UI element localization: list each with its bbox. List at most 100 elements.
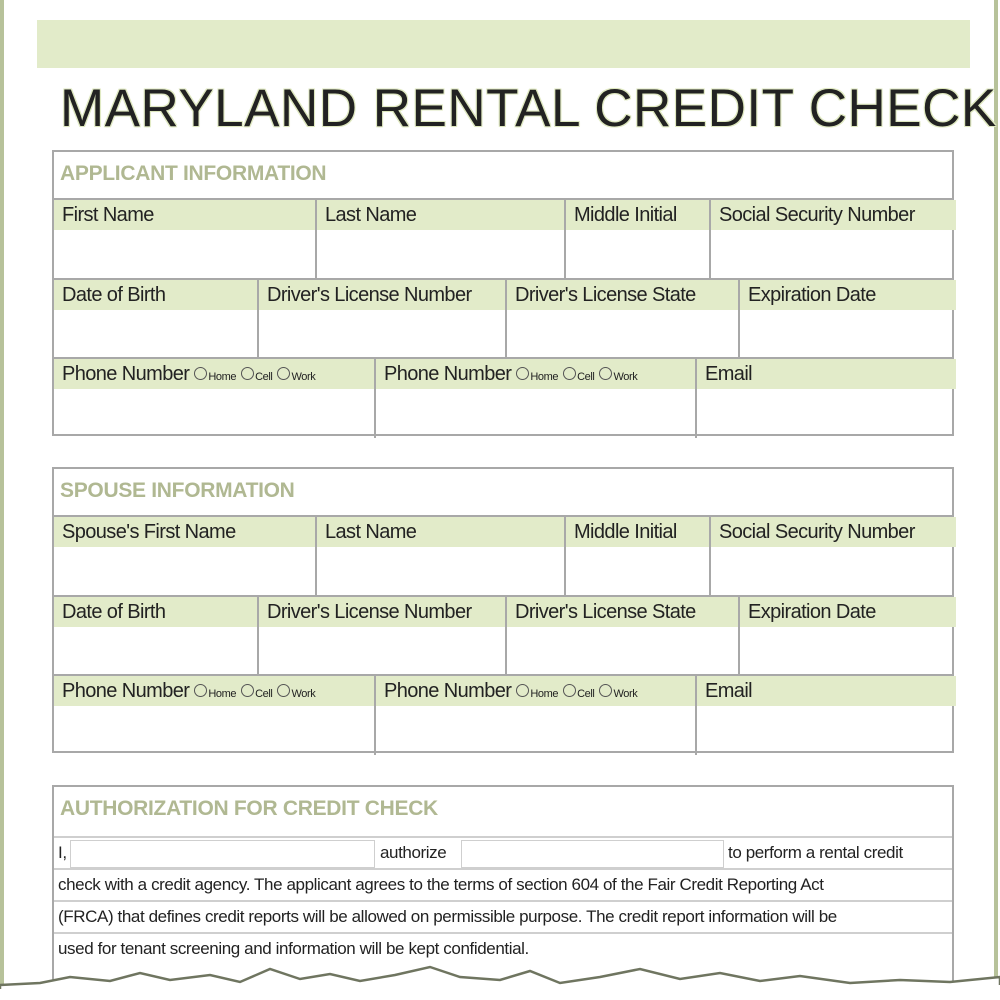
field-input[interactable] [566, 230, 709, 278]
field-input[interactable] [697, 389, 956, 438]
radio-label: Home [530, 688, 559, 700]
field-label-text: Expiration Date [748, 601, 876, 623]
form-field: Phone Number Home Cell Work [54, 676, 374, 755]
radio-work[interactable] [277, 367, 291, 380]
field-label-text: Expiration Date [748, 284, 876, 306]
radio-label: Work [613, 688, 638, 700]
field-input[interactable] [317, 230, 564, 278]
field-input[interactable] [711, 230, 956, 278]
field-input[interactable] [54, 310, 257, 357]
page-edge-left [0, 0, 4, 1000]
field-label-text: Phone Number [62, 363, 190, 385]
field-input[interactable] [259, 310, 505, 357]
radio-label: Work [613, 371, 638, 383]
auth-middle: authorize [380, 843, 447, 862]
form-row: Phone Number Home Cell Work Phone Number Home… [54, 674, 956, 755]
field-input[interactable] [507, 627, 738, 674]
form-field: First Name [54, 200, 315, 278]
radio-label: Work [291, 688, 316, 700]
field-label: Date of Birth [54, 280, 257, 310]
form-row: Spouse's First Name Last Name Middle Initi… [54, 515, 956, 595]
form-field: Middle Initial [564, 517, 709, 595]
radio-home[interactable] [194, 367, 208, 380]
form-field: Date of Birth [54, 280, 257, 357]
auth-text-line: check with a credit agency. The applican… [54, 868, 952, 900]
field-input[interactable] [54, 627, 257, 674]
page-title: MARYLAND RENTAL CREDIT CHECK [60, 79, 997, 138]
radio-label: Cell [577, 688, 595, 700]
field-input[interactable] [566, 547, 709, 595]
auth-prefix: I, [58, 843, 67, 862]
field-input[interactable] [54, 706, 374, 755]
radio-label: Cell [255, 371, 273, 383]
form-field: Email [695, 676, 956, 755]
page-edge-right [994, 0, 998, 1000]
field-label-text: Date of Birth [62, 601, 166, 623]
radio-cell[interactable] [241, 367, 255, 380]
radio-label: Home [208, 371, 237, 383]
field-input[interactable] [740, 627, 956, 674]
field-input[interactable] [317, 547, 564, 595]
authorization-section: AUTHORIZATION FOR CREDIT CHECK I, author… [52, 785, 954, 985]
form-field: Driver's License Number [257, 597, 505, 674]
field-input[interactable] [376, 706, 695, 755]
auth-suffix: to perform a rental credit [728, 843, 903, 862]
torn-paper-edge [0, 965, 1000, 1000]
field-label-text: Driver's License State [515, 284, 696, 306]
field-input[interactable] [740, 310, 956, 357]
field-input[interactable] [54, 547, 315, 595]
field-label: Middle Initial [566, 517, 709, 547]
field-label: Spouse's First Name [54, 517, 315, 547]
form-row: Phone Number Home Cell Work Phone Number Home… [54, 357, 956, 438]
field-label-text: Social Security Number [719, 204, 915, 226]
form-field: Phone Number Home Cell Work [374, 359, 695, 438]
field-input[interactable] [54, 389, 374, 438]
radio-label: Home [530, 371, 559, 383]
form-field: Spouse's First Name [54, 517, 315, 595]
agency-name-input[interactable] [461, 840, 724, 868]
radio-home[interactable] [516, 367, 530, 380]
applicant-information-section: APPLICANT INFORMATION First Name Last Nam… [52, 150, 956, 438]
field-label: Phone Number Home Cell Work [54, 359, 374, 389]
applicant-name-input[interactable] [70, 840, 375, 868]
form-field: Middle Initial [564, 200, 709, 278]
field-label-text: Driver's License Number [267, 284, 472, 306]
field-label: Expiration Date [740, 280, 956, 310]
field-input[interactable] [259, 627, 505, 674]
form-row: Date of Birth Driver's License Number Driv… [54, 595, 956, 674]
radio-work[interactable] [599, 684, 613, 697]
radio-cell[interactable] [563, 684, 577, 697]
auth-text-line: (FRCA) that defines credit reports will … [54, 900, 952, 932]
field-label: Driver's License State [507, 597, 738, 627]
field-label: Date of Birth [54, 597, 257, 627]
field-input[interactable] [697, 706, 956, 755]
radio-home[interactable] [194, 684, 208, 697]
form-field: Social Security Number [709, 517, 956, 595]
field-input[interactable] [54, 230, 315, 278]
radio-work[interactable] [277, 684, 291, 697]
field-label-text: Social Security Number [719, 521, 915, 543]
form-field: Phone Number Home Cell Work [54, 359, 374, 438]
field-label-text: Middle Initial [574, 521, 677, 543]
radio-home[interactable] [516, 684, 530, 697]
field-label-text: First Name [62, 204, 154, 226]
form-field: Driver's License State [505, 280, 738, 357]
radio-cell[interactable] [241, 684, 255, 697]
field-label: Driver's License Number [259, 280, 505, 310]
radio-cell[interactable] [563, 367, 577, 380]
radio-label: Work [291, 371, 316, 383]
field-label: Driver's License Number [259, 597, 505, 627]
form-field: Phone Number Home Cell Work [374, 676, 695, 755]
field-label: Phone Number Home Cell Work [54, 676, 374, 706]
radio-label: Home [208, 688, 237, 700]
field-label-text: Driver's License State [515, 601, 696, 623]
field-input[interactable] [507, 310, 738, 357]
form-row: First Name Last Name Middle Initial Social … [54, 198, 956, 278]
field-label-text: Date of Birth [62, 284, 166, 306]
field-label: Social Security Number [711, 200, 956, 230]
field-input[interactable] [376, 389, 695, 438]
radio-work[interactable] [599, 367, 613, 380]
section-heading: APPLICANT INFORMATION [60, 162, 327, 185]
field-input[interactable] [711, 547, 956, 595]
form-field: Date of Birth [54, 597, 257, 674]
